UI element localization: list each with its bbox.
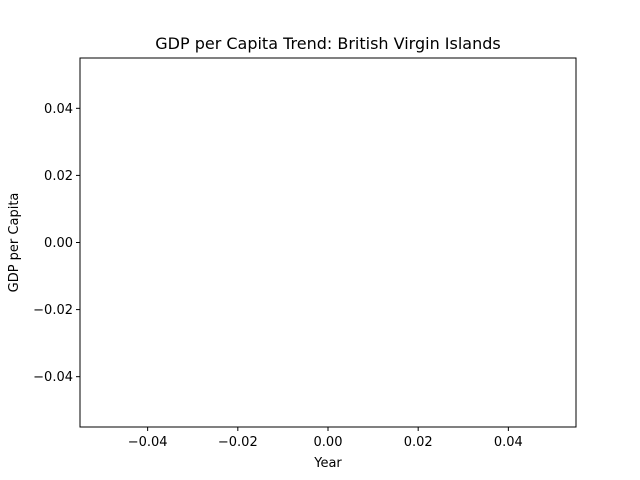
x-axis-label: Year bbox=[313, 456, 342, 471]
x-tick-label: −0.04 bbox=[128, 435, 168, 450]
y-axis-ticks: −0.04 −0.02 0.00 0.02 0.04 bbox=[33, 102, 80, 385]
y-tick-label: −0.04 bbox=[33, 370, 73, 385]
plot-area bbox=[79, 57, 577, 428]
x-axis-ticks: −0.04 −0.02 0.00 0.02 0.04 bbox=[128, 427, 523, 450]
x-tick-label: 0.02 bbox=[404, 435, 433, 450]
x-tick-label: 0.00 bbox=[314, 435, 343, 450]
y-axis-label: GDP per Capita bbox=[7, 193, 22, 293]
y-tick-label: −0.02 bbox=[33, 303, 73, 318]
x-tick-label: −0.02 bbox=[218, 435, 258, 450]
chart-title: GDP per Capita Trend: British Virgin Isl… bbox=[155, 34, 501, 53]
y-tick-label: 0.04 bbox=[44, 102, 73, 117]
x-tick-label: 0.04 bbox=[494, 435, 523, 450]
y-tick-label: 0.00 bbox=[44, 236, 73, 251]
y-tick-label: 0.02 bbox=[44, 169, 73, 184]
